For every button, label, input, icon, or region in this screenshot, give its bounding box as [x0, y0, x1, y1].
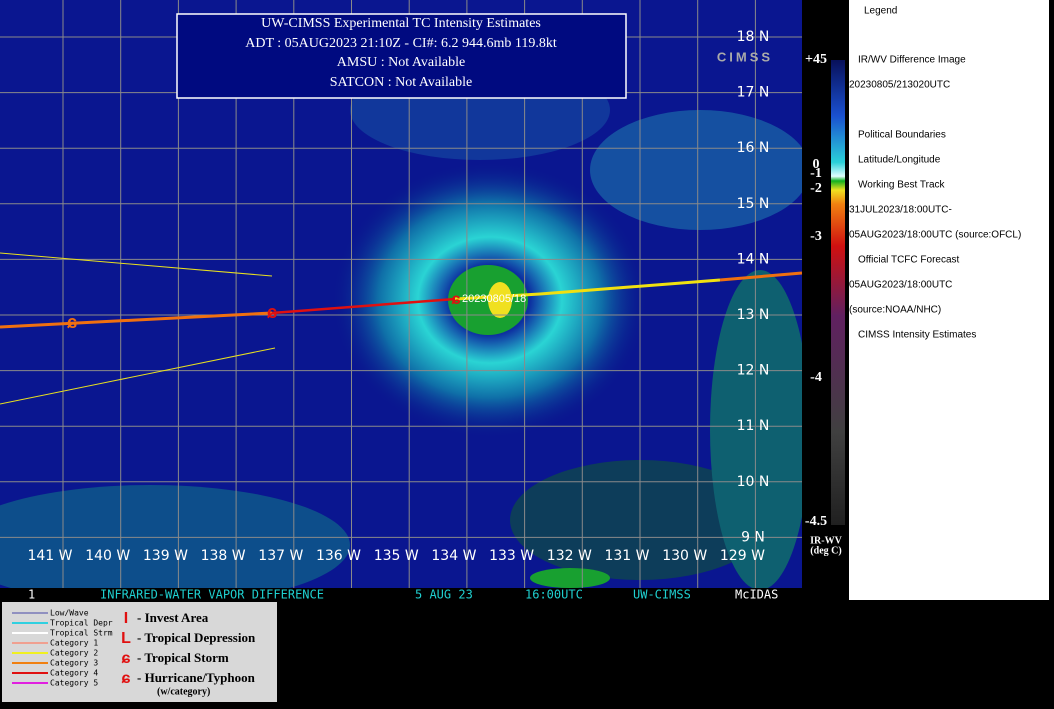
key-label: Low/Wave [50, 609, 89, 618]
cloud [0, 485, 350, 605]
colorbar-title: IR-WV [810, 535, 842, 546]
key-note: (w/category) [157, 686, 210, 697]
key-symbol-label: - Tropical Storm [137, 650, 229, 665]
key-symbol-label: - Hurricane/Typhoon [137, 670, 256, 685]
key-symbol: ɕ [122, 650, 131, 667]
storm-symbol: ɕ [267, 302, 277, 322]
longitude-label: 136 W [316, 548, 361, 564]
legend-item: 05AUG2023/18:00UTC [849, 280, 952, 291]
key-symbol: L [121, 630, 131, 647]
longitude-label: 137 W [258, 548, 303, 564]
legend-item: Working Best Track [858, 180, 946, 191]
storm-time-label: 20230805/18 [462, 293, 526, 305]
colorbar [831, 60, 845, 525]
source: UW-CIMSS [633, 588, 691, 602]
info-adt: ADT : 05AUG2023 21:10Z - CI#: 6.2 944.6m… [245, 36, 557, 51]
legend-item: 05AUG2023/18:00UTC (source:OFCL) [849, 230, 1021, 241]
latitude-label: 10 N [737, 474, 770, 490]
legend-item: 31JUL2023/18:00UTC- [849, 205, 952, 216]
key-symbol: I [124, 610, 128, 627]
legend-item: Political Boundaries [858, 130, 946, 141]
time: 16:00UTC [525, 588, 583, 602]
key-symbol-label: - Invest Area [137, 610, 209, 625]
product-name: INFRARED-WATER VAPOR DIFFERENCE [100, 588, 324, 602]
longitude-label: 131 W [604, 548, 649, 564]
info-satcon: SATCON : Not Available [330, 75, 472, 90]
latitude-label: 15 N [737, 196, 770, 212]
storm-symbol: ɕ [452, 291, 461, 308]
longitude-label: 138 W [201, 548, 246, 564]
key-label: Category 3 [50, 659, 98, 668]
longitude-label: 129 W [720, 548, 765, 564]
legend-item: Official TCFC Forecast [858, 255, 960, 266]
latitude-label: 16 N [737, 140, 770, 156]
longitude-label: 133 W [489, 548, 534, 564]
longitude-label: 139 W [143, 548, 188, 564]
convection [530, 568, 610, 588]
colorbar-label: -2 [810, 181, 822, 196]
colorbar-unit: (deg C) [810, 545, 841, 556]
key-label: Category 1 [50, 639, 98, 648]
key-label: Category 2 [50, 649, 98, 658]
legend-panel [849, 0, 1049, 600]
info-box [176, 13, 627, 99]
legend-items: IR/WV Difference Image 20230805/213020UTC… [849, 55, 1021, 341]
legend-item: (source:NOAA/NHC) [849, 305, 941, 316]
key-label: Category 5 [50, 679, 98, 688]
storm-symbol: ɕ [67, 312, 77, 332]
key-symbol: ɕ [122, 670, 131, 687]
legend-item: CIMSS Intensity Estimates [858, 330, 976, 341]
key-label: Category 4 [50, 669, 98, 678]
colorbar-label: 0 [813, 157, 820, 172]
track-forecast [271, 297, 456, 315]
best-track [454, 278, 721, 301]
longitude-label: 134 W [431, 548, 476, 564]
longitude-label: 141 W [27, 548, 72, 564]
eyewall-core [488, 282, 512, 318]
info-title: UW-CIMSS Experimental TC Intensity Estim… [261, 16, 541, 31]
best-track [719, 271, 803, 282]
legend-item: 20230805/213020UTC [849, 80, 950, 91]
forecast-cone [0, 252, 273, 277]
legend-item: IR/WV Difference Image [858, 55, 966, 66]
longitude-label: 130 W [662, 548, 707, 564]
longitude-label: 140 W [85, 548, 130, 564]
latitude-label: 9 N [741, 529, 765, 545]
legend-item: Latitude/Longitude [858, 155, 941, 166]
track-forecast [0, 311, 273, 329]
latitude-label: 14 N [737, 251, 770, 267]
cloud [590, 110, 810, 230]
cimss-logo: CIMSS [717, 49, 773, 64]
info-bar [0, 588, 802, 602]
colorbar-labels: +45 0-1-2 -3 -4 -4.5 [805, 52, 827, 529]
software: McIDAS [735, 588, 778, 602]
latitude-label: 17 N [737, 85, 770, 101]
key-label: Tropical Strm [50, 629, 113, 638]
date: 5 AUG 23 [415, 588, 473, 602]
colorbar-label: -3 [810, 229, 822, 244]
longitude-label: 135 W [374, 548, 419, 564]
legend-title: Legend [864, 6, 897, 17]
colorbar-label: -1 [810, 166, 822, 181]
colorbar-label: -4 [810, 370, 822, 385]
forecast-cone [0, 347, 276, 405]
latitude-label: 18 N [737, 29, 770, 45]
info-amsu: AMSU : Not Available [337, 55, 465, 70]
latitude-label: 12 N [737, 363, 770, 379]
latitude-label: 11 N [737, 418, 770, 434]
latitude-label: 13 N [737, 307, 770, 323]
colorbar-label: +45 [805, 52, 827, 67]
colorbar-label: -4.5 [805, 514, 827, 529]
frame-number: 1 [28, 588, 35, 602]
cloud [710, 270, 810, 590]
key-label: Tropical Depr [50, 619, 113, 628]
longitude-label: 132 W [547, 548, 592, 564]
key-symbol-label: - Tropical Depression [137, 630, 256, 645]
